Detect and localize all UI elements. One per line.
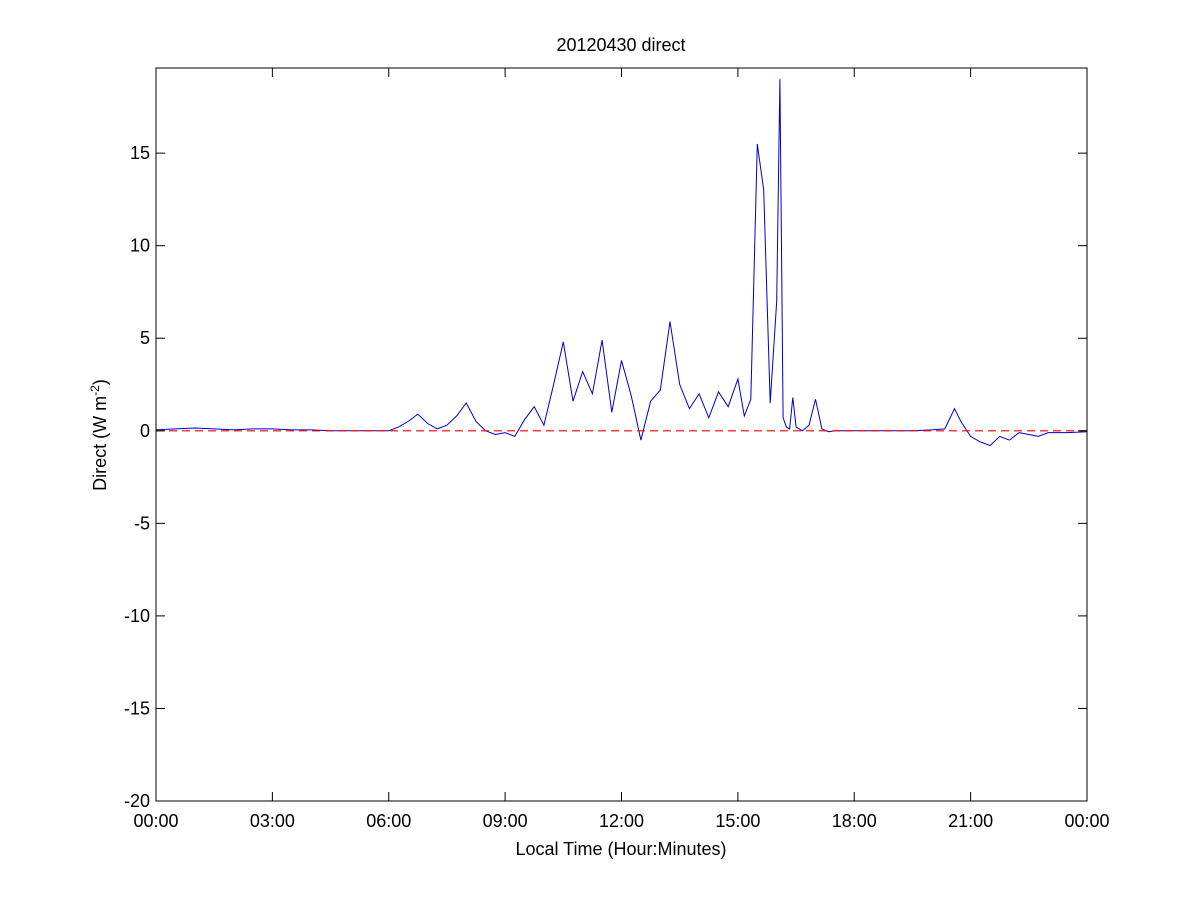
y-tick-label: 10 (130, 236, 150, 256)
y-tick-label: -20 (124, 791, 150, 811)
y-tick-label: 15 (130, 143, 150, 163)
y-tick-label: -5 (134, 513, 150, 533)
y-tick-label: 0 (140, 421, 150, 441)
y-tick-label: 5 (140, 328, 150, 348)
series-layer (156, 79, 1087, 447)
x-tick-label: 18:00 (832, 811, 877, 831)
x-tick-label: 03:00 (250, 811, 295, 831)
y-axis-label-close: ) (90, 379, 110, 385)
y-tick-label: -15 (124, 698, 150, 718)
chart-title: 20120430 direct (556, 35, 685, 55)
x-tick-label: 09:00 (483, 811, 528, 831)
x-tick-label: 12:00 (599, 811, 644, 831)
x-tick-label: 15:00 (715, 811, 760, 831)
x-tick-label: 06:00 (366, 811, 411, 831)
y-tick-label: -10 (124, 606, 150, 626)
y-axis-label-superscript: -2 (88, 385, 102, 396)
y-axis-label-main: Direct (W m (90, 396, 110, 491)
plot-frame (155, 67, 1088, 802)
x-tick-label: 00:00 (1064, 811, 1109, 831)
y-axis-label: Direct (W m-2) (88, 379, 110, 491)
plot-area (156, 68, 1087, 801)
x-axis-label: Local Time (Hour:Minutes) (515, 839, 726, 859)
x-tick-label: 00:00 (133, 811, 178, 831)
x-tick-label: 21:00 (948, 811, 993, 831)
ticks-layer: 00:00 03:00 06:00 09:00 12:00 15:00 18:00 21:00… (124, 68, 1110, 831)
